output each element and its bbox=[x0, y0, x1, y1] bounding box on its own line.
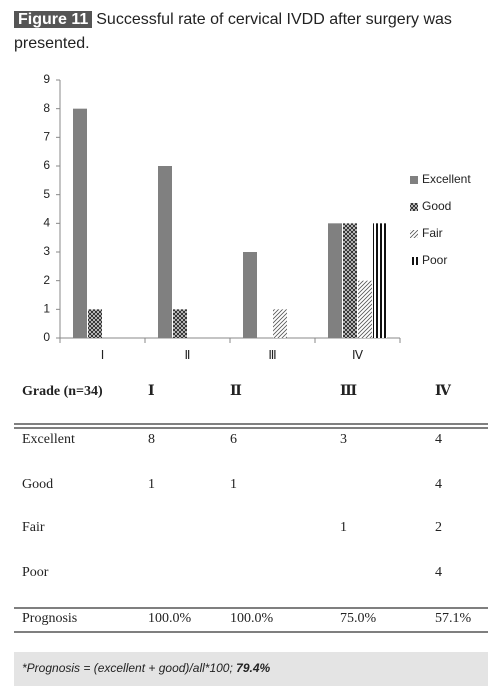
table-header: Grade (n=34) bbox=[22, 384, 103, 399]
table-header: Ⅲ bbox=[340, 384, 357, 399]
table-cell: Poor bbox=[22, 565, 49, 580]
table-footer: 100.0% bbox=[148, 611, 192, 626]
table-footer: 75.0% bbox=[340, 611, 377, 626]
table-cell: Excellent bbox=[22, 432, 75, 447]
bar bbox=[173, 309, 187, 338]
legend-label: Good bbox=[422, 199, 451, 213]
table-header: Ⅳ bbox=[435, 384, 452, 399]
y-tick-label: 3 bbox=[43, 244, 50, 258]
table-cell: 1 bbox=[148, 477, 155, 492]
legend-swatch bbox=[410, 230, 418, 238]
table-cell: 1 bbox=[340, 520, 347, 535]
x-tick-label: Ⅳ bbox=[352, 348, 363, 362]
bar bbox=[343, 223, 357, 338]
table-cell: 4 bbox=[435, 432, 442, 447]
y-tick-label: 5 bbox=[43, 187, 50, 201]
table-cell: 4 bbox=[435, 565, 442, 580]
table-footer: Prognosis bbox=[22, 611, 77, 626]
table-cell: Good bbox=[22, 477, 53, 492]
footnote-highlight: 79.4% bbox=[236, 661, 270, 675]
y-tick-label: 2 bbox=[43, 273, 50, 287]
footnote: *Prognosis = (excellent + good)/all*100;… bbox=[22, 661, 270, 675]
table-cell: 1 bbox=[230, 477, 237, 492]
legend-swatch bbox=[410, 176, 418, 184]
y-tick-label: 6 bbox=[43, 158, 50, 172]
table-cell: Fair bbox=[22, 520, 45, 535]
table-footer: 57.1% bbox=[435, 611, 472, 626]
bar bbox=[373, 223, 387, 338]
legend-label: Excellent bbox=[422, 172, 471, 186]
y-tick-label: 9 bbox=[43, 72, 50, 86]
legend-swatch bbox=[410, 203, 418, 211]
y-tick-label: 1 bbox=[43, 302, 50, 316]
bar bbox=[73, 108, 87, 339]
bar bbox=[158, 166, 172, 338]
x-tick-label: Ⅲ bbox=[268, 348, 276, 362]
caption-text: Successful rate of cervical IVDD after s… bbox=[14, 11, 452, 52]
footnote-text: *Prognosis = (excellent + good)/all*100; bbox=[22, 661, 236, 675]
caption: Figure 11 Successful rate of cervical IVD… bbox=[14, 8, 490, 56]
table-cell: 3 bbox=[340, 432, 347, 447]
bar bbox=[273, 309, 287, 338]
table-footer: 100.0% bbox=[230, 611, 274, 626]
table-header: Ⅰ bbox=[148, 384, 155, 399]
x-tick-label: Ⅱ bbox=[185, 348, 191, 362]
y-tick-label: 0 bbox=[43, 330, 50, 344]
y-tick-label: 7 bbox=[43, 130, 50, 144]
table-cell: 4 bbox=[435, 477, 442, 492]
x-tick-label: Ⅰ bbox=[101, 348, 105, 362]
bar bbox=[358, 280, 372, 338]
y-tick-label: 4 bbox=[43, 216, 50, 230]
legend-label: Fair bbox=[422, 226, 443, 240]
figure-label: Figure 11 bbox=[14, 11, 93, 28]
table-cell: 6 bbox=[230, 432, 237, 447]
bar bbox=[243, 252, 257, 338]
y-tick-label: 8 bbox=[43, 101, 50, 115]
table-header: Ⅱ bbox=[230, 384, 242, 399]
table-cell: 8 bbox=[148, 432, 155, 447]
legend-label: Poor bbox=[422, 253, 447, 267]
bar bbox=[328, 223, 342, 338]
bar bbox=[88, 309, 102, 338]
footnote-box bbox=[14, 652, 488, 686]
legend-swatch bbox=[410, 257, 418, 265]
table-cell: 2 bbox=[435, 520, 442, 535]
